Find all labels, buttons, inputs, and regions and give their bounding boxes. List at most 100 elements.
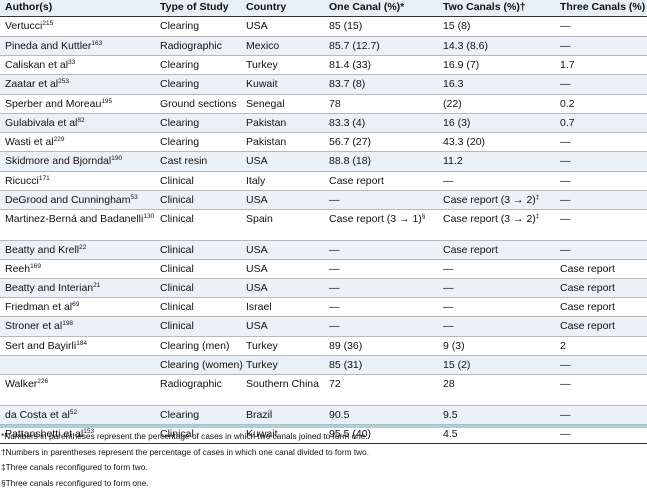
two-canals-cell: (22) <box>443 98 462 110</box>
study-type-cell: Clearing (women) <box>160 359 243 371</box>
author-cell: Sert and Bayirli184 <box>5 340 88 352</box>
header-country: Country <box>246 1 287 13</box>
two-canals-cell: Case report <box>443 244 498 256</box>
two-canals-cell: Case report (3 → 2)‡ <box>443 213 540 225</box>
three-canals-cell: — <box>560 359 571 371</box>
header-type: Type of Study <box>160 1 229 13</box>
study-type-cell: Clinical <box>160 282 194 294</box>
one-canal-cell: 90.5 <box>329 409 350 421</box>
study-type-cell: Clinical <box>160 213 194 225</box>
author-cell: Reeh169 <box>5 263 41 275</box>
one-canal-cell: 88.8 (18) <box>329 155 372 167</box>
table-row: Pattanshetti et al153 Clinical Kuwait 95.5 … <box>0 425 647 444</box>
author-cell: Stroner et al198 <box>5 320 74 332</box>
author-cell: Walker226 <box>5 378 49 390</box>
table-row: Friedman et al69 Clinical Israel — — Case rep… <box>0 298 647 317</box>
two-canals-cell: 9 (3) <box>443 340 465 352</box>
three-canals-cell: — <box>560 409 571 421</box>
table-row: Wasti et al229 Clearing Pakistan 56.7 (27) 4… <box>0 133 647 152</box>
two-canals-cell: 16.3 <box>443 78 464 90</box>
two-canals-cell: 15 (2) <box>443 359 471 371</box>
author-cell: Beatty and Interian21 <box>5 282 101 294</box>
three-canals-cell: — <box>560 428 571 440</box>
country-cell: Kuwait <box>246 428 278 440</box>
two-canals-cell: — <box>443 301 454 313</box>
table-row: Reeh169 Clinical USA — — Case report <box>0 260 647 279</box>
three-canals-cell: — <box>560 175 571 187</box>
study-type-cell: Clearing <box>160 409 200 421</box>
one-canal-cell: 95.5 (40) <box>329 428 372 440</box>
author-cell: Gulabivala et al82 <box>5 117 85 129</box>
one-canal-cell: 81.4 (33) <box>329 59 372 71</box>
two-canals-cell: — <box>443 320 454 332</box>
study-type-cell: Radiographic <box>160 40 222 52</box>
one-canal-cell: — <box>329 320 340 332</box>
country-cell: USA <box>246 244 268 256</box>
two-canals-cell: 11.2 <box>443 155 463 167</box>
author-cell: DeGrood and Cunningham53 <box>5 194 138 206</box>
country-cell: Israel <box>246 301 272 313</box>
two-canals-cell: — <box>443 175 454 187</box>
footnote: ‡Three canals reconfigured to form two. <box>1 462 148 472</box>
one-canal-cell: — <box>329 244 340 256</box>
author-cell: Wasti et al229 <box>5 136 65 148</box>
country-cell: USA <box>246 263 268 275</box>
study-type-cell: Clinical <box>160 428 194 440</box>
table-row: Gulabivala et al82 Clearing Pakistan 83.3 (… <box>0 114 647 133</box>
table-row: Clearing (women) Turkey 85 (31) 15 (2) — <box>0 356 647 375</box>
two-canals-cell: 14.3 (8.6) <box>443 40 488 52</box>
study-type-cell: Cast resin <box>160 155 208 167</box>
country-cell: Pakistan <box>246 117 287 129</box>
author-cell: Zaatar et al253 <box>5 78 69 90</box>
author-cell: Sperber and Moreau195 <box>5 98 113 110</box>
table-row: Beatty and Krell22 Clinical USA — Case repor… <box>0 241 647 260</box>
country-cell: USA <box>246 320 268 332</box>
footnotes: *Numbers in parentheses represent the pe… <box>0 431 647 494</box>
study-type-cell: Clinical <box>160 175 194 187</box>
one-canal-cell: — <box>329 282 340 294</box>
author-cell: Vertucci215 <box>5 20 54 32</box>
study-type-cell: Clearing <box>160 136 200 148</box>
table-row: da Costa et al52 Clearing Brazil 90.5 9.5 — <box>0 406 647 425</box>
country-cell: USA <box>246 20 268 32</box>
table-row: Vertucci215 Clearing USA 85 (15) 15 (8) — <box>0 17 647 37</box>
three-canals-cell: — <box>560 244 571 256</box>
study-type-cell: Clinical <box>160 244 194 256</box>
table-row: Martinez-Berná and Badanelli130 Clinical S… <box>0 210 647 241</box>
study-type-cell: Clinical <box>160 301 194 313</box>
table-row: Walker226 Radiographic Southern China 72 28 — <box>0 375 647 406</box>
one-canal-cell: — <box>329 194 340 206</box>
one-canal-cell: 89 (36) <box>329 340 363 352</box>
one-canal-cell: Case report (3 → 1)§ <box>329 213 426 225</box>
author-cell: Martinez-Berná and Badanelli130 <box>5 213 155 225</box>
table-row: Pineda and Kuttler163 Radiographic Mexico 8… <box>0 37 647 56</box>
table-row: Stroner et al198 Clinical USA — — Case report <box>0 317 647 337</box>
country-cell: Senegal <box>246 98 285 110</box>
table-body: Vertucci215 Clearing USA 85 (15) 15 (8) — Pine… <box>0 17 647 444</box>
study-type-cell: Clinical <box>160 320 194 332</box>
table-row: Zaatar et al253 Clearing Kuwait 83.7 (8) 16.… <box>0 75 647 95</box>
study-type-cell: Clearing (men) <box>160 340 230 352</box>
two-canals-cell: 28 <box>443 378 455 390</box>
footnote: §Three canals reconfigured to form one. <box>1 477 149 488</box>
country-cell: Turkey <box>246 340 278 352</box>
table-row: Sperber and Moreau195 Ground sections Sene… <box>0 95 647 114</box>
one-canal-cell: Case report <box>329 175 384 187</box>
three-canals-cell: Case report <box>560 301 615 313</box>
two-canals-cell: Case report (3 → 2)‡ <box>443 194 540 206</box>
author-cell: Ricucci171 <box>5 175 50 187</box>
country-cell: Spain <box>246 213 273 225</box>
table-header: Author(s) Type of Study Country One Cana… <box>0 0 647 17</box>
three-canals-cell: 1.7 <box>560 59 575 71</box>
one-canal-cell: 72 <box>329 378 341 390</box>
three-canals-cell: 0.2 <box>560 98 575 110</box>
one-canal-cell: 85.7 (12.7) <box>329 40 380 52</box>
header-one-canal: One Canal (%)* <box>329 1 405 13</box>
author-cell: Skidmore and Bjorndal190 <box>5 155 123 167</box>
header-three-canals: Three Canals (%) <box>560 1 646 13</box>
two-canals-cell: 4.5 <box>443 428 458 440</box>
country-cell: Southern China <box>246 378 319 390</box>
country-cell: Pakistan <box>246 136 287 148</box>
footnote: *Numbers in parentheses represent the pe… <box>1 431 368 441</box>
three-canals-cell: — <box>560 40 571 52</box>
